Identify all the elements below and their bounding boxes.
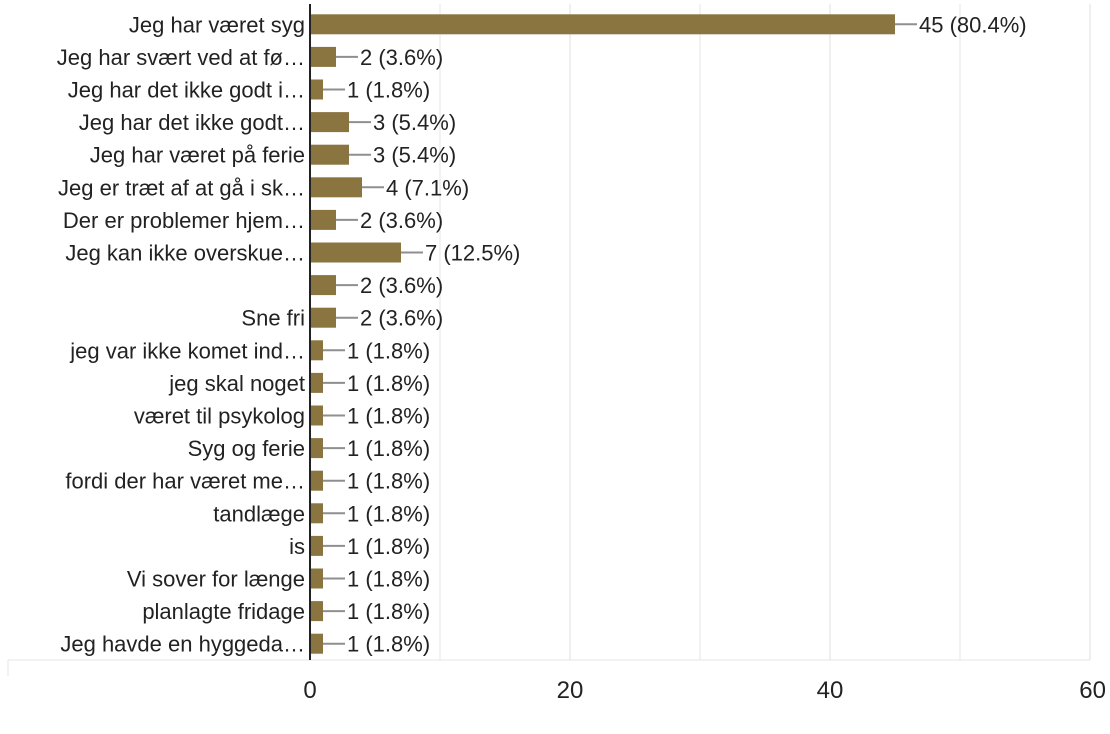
data-label: 1 (1.8%) <box>347 501 430 526</box>
bar <box>310 14 895 35</box>
data-label: 1 (1.8%) <box>347 338 430 363</box>
data-label: 7 (12.5%) <box>425 241 520 266</box>
bar <box>310 177 362 198</box>
data-label: 1 (1.8%) <box>347 534 430 559</box>
category-label: planlagte fridage <box>142 599 305 624</box>
bar <box>310 242 401 263</box>
category-label: Jeg har svært ved at fø… <box>57 45 305 70</box>
x-tick-label: 20 <box>557 677 584 704</box>
bar <box>310 275 336 296</box>
data-label: 1 (1.8%) <box>347 567 430 592</box>
category-label: Jeg kan ikke overskue… <box>65 241 305 266</box>
category-label: fordi der har været me… <box>65 469 305 494</box>
bar <box>310 405 323 426</box>
bar <box>310 112 349 133</box>
data-label: 3 (5.4%) <box>373 110 456 135</box>
bar <box>310 535 323 556</box>
bar <box>310 209 336 230</box>
category-label: været til psykolog <box>134 404 305 429</box>
x-tick-label: 40 <box>817 677 844 704</box>
data-label: 2 (3.6%) <box>360 273 443 298</box>
data-label: 1 (1.8%) <box>347 632 430 657</box>
category-label: Jeg har det ikke godt i… <box>68 78 305 103</box>
data-label: 1 (1.8%) <box>347 78 430 103</box>
data-label: 4 (7.1%) <box>386 175 469 200</box>
data-label: 1 (1.8%) <box>347 404 430 429</box>
labels: 45 (80.4%) Jeg har været syg 2 (3.6%) Jeg h… <box>57 12 1106 704</box>
x-tick-label: 60 <box>1079 677 1106 704</box>
category-label: tandlæge <box>213 501 305 526</box>
category-label: Syg og ferie <box>188 436 305 461</box>
bar <box>310 340 323 361</box>
data-label: 2 (3.6%) <box>360 306 443 331</box>
data-label: 2 (3.6%) <box>360 45 443 70</box>
category-label: is <box>289 534 305 559</box>
category-label: Der er problemer hjem… <box>63 208 305 233</box>
x-tick-label: 0 <box>303 677 316 704</box>
category-label: Sne fri <box>241 306 305 331</box>
category-label: jeg skal noget <box>168 371 305 396</box>
bar <box>310 568 323 589</box>
bars <box>310 14 917 654</box>
bar <box>310 46 336 67</box>
category-label: Vi sover for længe <box>127 567 305 592</box>
gridlines <box>7 4 1091 676</box>
category-label: Jeg har været på ferie <box>90 143 305 168</box>
bar <box>310 503 323 524</box>
category-label: Jeg havde en hyggeda… <box>60 632 305 657</box>
bar <box>310 633 323 654</box>
data-label: 2 (3.6%) <box>360 208 443 233</box>
bar <box>310 601 323 622</box>
bar <box>310 438 323 459</box>
bar <box>310 307 336 328</box>
category-label: Jeg har det ikke godt… <box>79 110 305 135</box>
data-label: 1 (1.8%) <box>347 469 430 494</box>
bar <box>310 79 323 100</box>
data-label: 1 (1.8%) <box>347 599 430 624</box>
bar <box>310 470 323 491</box>
category-label: Jeg er træt af at gå i sk… <box>58 175 305 200</box>
data-label: 1 (1.8%) <box>347 436 430 461</box>
bar <box>310 144 349 165</box>
data-label: 1 (1.8%) <box>347 371 430 396</box>
data-label: 45 (80.4%) <box>919 12 1027 37</box>
category-label: Jeg har været syg <box>129 12 305 37</box>
bar <box>310 372 323 393</box>
data-label: 3 (5.4%) <box>373 143 456 168</box>
category-label: jeg var ikke komet ind… <box>69 338 305 363</box>
